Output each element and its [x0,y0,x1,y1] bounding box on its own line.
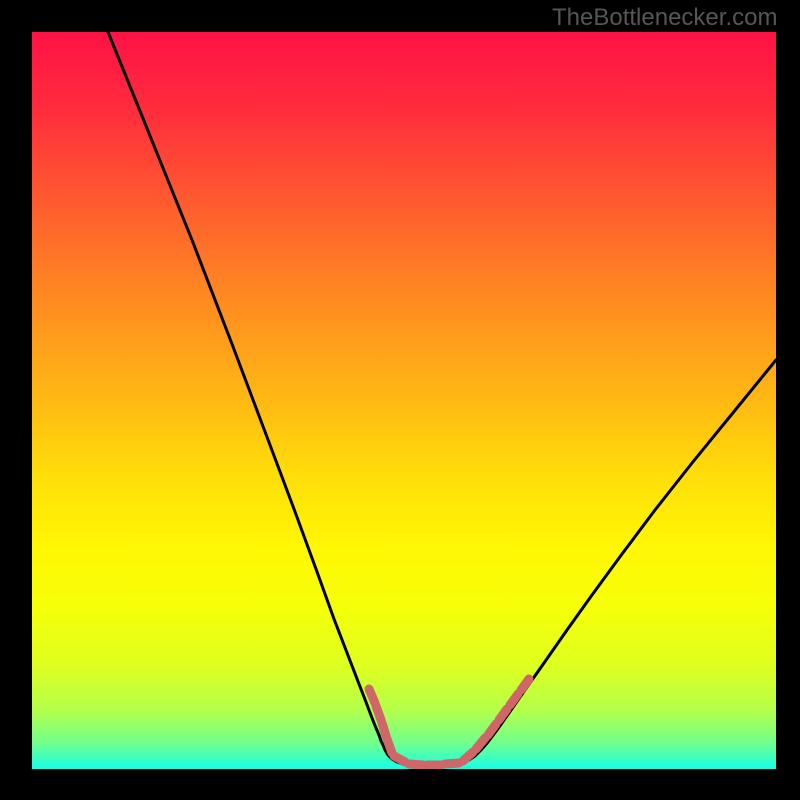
foot-marker [382,723,386,736]
foot-marker [387,739,392,753]
foot-marker [369,689,375,703]
foot-marker [394,756,405,762]
plot-svg [32,32,776,769]
foot-marker [376,706,381,720]
plot-area [32,32,776,769]
gradient-background [32,32,776,769]
foot-marker [409,764,423,765]
foot-marker [445,763,459,764]
watermark-text: TheBottlenecker.com [552,4,777,32]
